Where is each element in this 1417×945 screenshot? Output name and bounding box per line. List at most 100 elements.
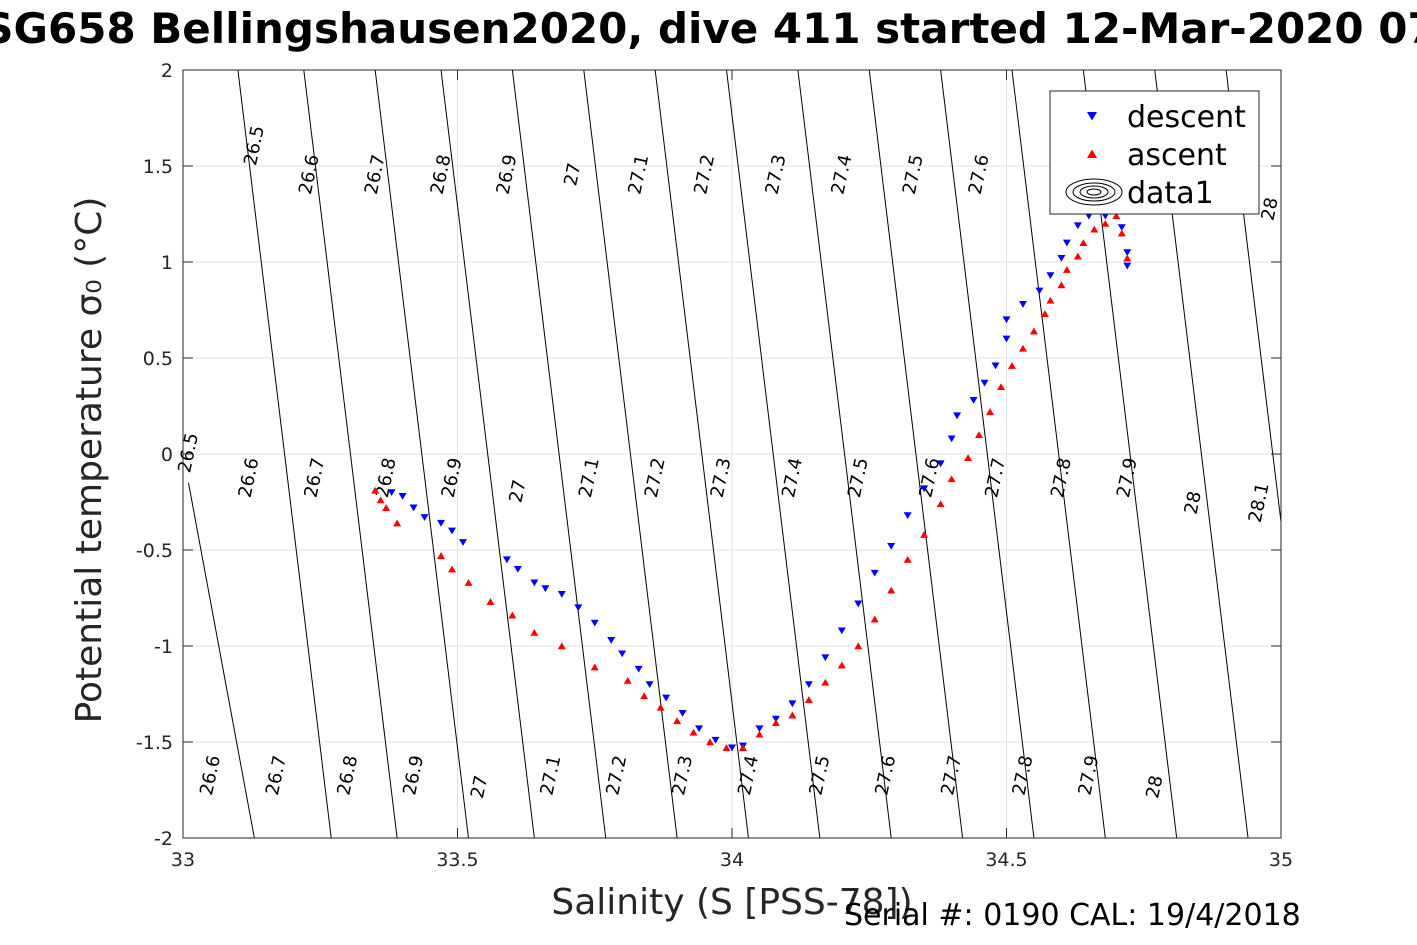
ascent-point [821,678,830,686]
density-contour-label: 26.9 [493,153,522,197]
legend-contour-symbol [1072,182,1116,202]
ascent-point [508,611,517,619]
ascent-point [437,552,446,559]
ascent-point [1046,296,1055,304]
density-contour-label: 27.2 [690,153,719,197]
ascent-point [656,703,665,711]
descent-point [920,485,929,493]
density-contour-line [1011,70,1106,838]
ascent-point [854,642,863,650]
density-contour-label: 26.7 [262,754,291,798]
density-contour-label: 28 [1142,774,1167,801]
ascent-point [986,408,995,415]
ascent-point [1062,266,1071,273]
legend-contour-symbol [1079,185,1109,199]
ascent-point [920,531,929,538]
density-contour-label: 26.5 [174,431,203,475]
density-contour-label: 28 [1181,489,1206,516]
density-contour-line [237,70,332,838]
density-contour-label: 28.1 [1245,481,1274,525]
data-points [371,200,1132,752]
descent-point [887,542,896,550]
density-contour-label: 27.7 [981,456,1010,500]
ascent-point [964,454,973,462]
descent-point [771,715,780,723]
descent-point [870,569,879,577]
y-tick-label: -0.5 [136,540,173,562]
density-contour-line [654,70,749,838]
y-tick-label: -2 [154,828,173,850]
density-contours [187,70,1390,838]
density-contour-label: 27.2 [641,456,670,500]
legend-label: ascent [1127,138,1227,173]
ascent-point [1123,254,1132,262]
density-contour-label: 26.8 [427,153,456,197]
ascent-point [1057,281,1066,289]
descent-point [420,514,429,521]
descent-point [755,725,764,733]
y-tick-label: 2 [161,60,173,82]
density-contour-label: 27.6 [871,754,900,798]
legend-contour-symbol [1065,178,1123,206]
density-contour-line [1297,70,1390,838]
descent-point [788,700,797,708]
y-tick-label: -1 [154,636,173,658]
density-contour-line [797,70,892,838]
descent-point [662,694,671,702]
density-contour-label: 27.3 [668,754,697,798]
descent-point [502,556,511,564]
legend-descent-marker [1087,112,1097,121]
descent-point [1062,239,1071,247]
density-contour-label: 26.8 [333,754,362,798]
descent-point [980,379,989,387]
ascent-point [557,642,566,650]
descent-point [574,604,583,612]
ascent-point [936,500,945,508]
ascent-point [722,744,731,751]
descent-point [854,600,863,608]
ascent-point [1112,212,1121,220]
density-contour-label: 27.3 [707,456,736,500]
serial-calibration-footer: Serial #: 0190 CAL: 19/4/2018 [844,898,1301,933]
descent-point [1073,222,1082,230]
descent-point [969,397,978,404]
density-contour-line [940,70,1035,838]
descent-point [1002,316,1011,324]
descent-point [1117,224,1126,232]
legend-ascent-marker [1087,149,1097,158]
density-contour-label: 27.6 [965,153,994,197]
ascent-point [689,728,698,736]
density-contour-label: 27 [560,161,585,188]
ascent-point [997,383,1006,390]
density-contour-label: 26.9 [399,754,428,798]
density-contour-label: 27.1 [575,456,604,500]
ascent-point [486,598,495,606]
descent-point [991,362,1000,370]
density-contour-label: 26.6 [295,153,324,197]
ascent-point [1117,229,1126,237]
density-contour-label: 27.7 [937,754,966,798]
chart-title: SG658 Bellingshausen2020, dive 411 start… [0,4,1417,53]
ascent-point [1040,310,1049,318]
ascent-point [530,628,539,636]
ascent-point [448,565,457,573]
density-contour-label: 27.4 [827,153,856,197]
ascent-point [887,586,896,594]
legend-label: descent [1127,100,1246,135]
descent-point [678,710,687,717]
ascent-point [464,579,473,586]
density-contour-label: 27.5 [899,153,928,197]
descent-point [618,650,627,658]
x-tick-label: 33.5 [436,849,478,871]
ascent-point [1079,239,1088,246]
descent-point [398,493,407,500]
density-contour-line [374,70,469,838]
density-contour-label: 26.7 [300,456,329,500]
descent-point [1123,262,1132,270]
ascent-point [903,556,912,563]
descent-point [695,725,704,733]
density-contour-label: 27.8 [1047,456,1076,500]
y-tick-label: 0.5 [143,348,173,370]
